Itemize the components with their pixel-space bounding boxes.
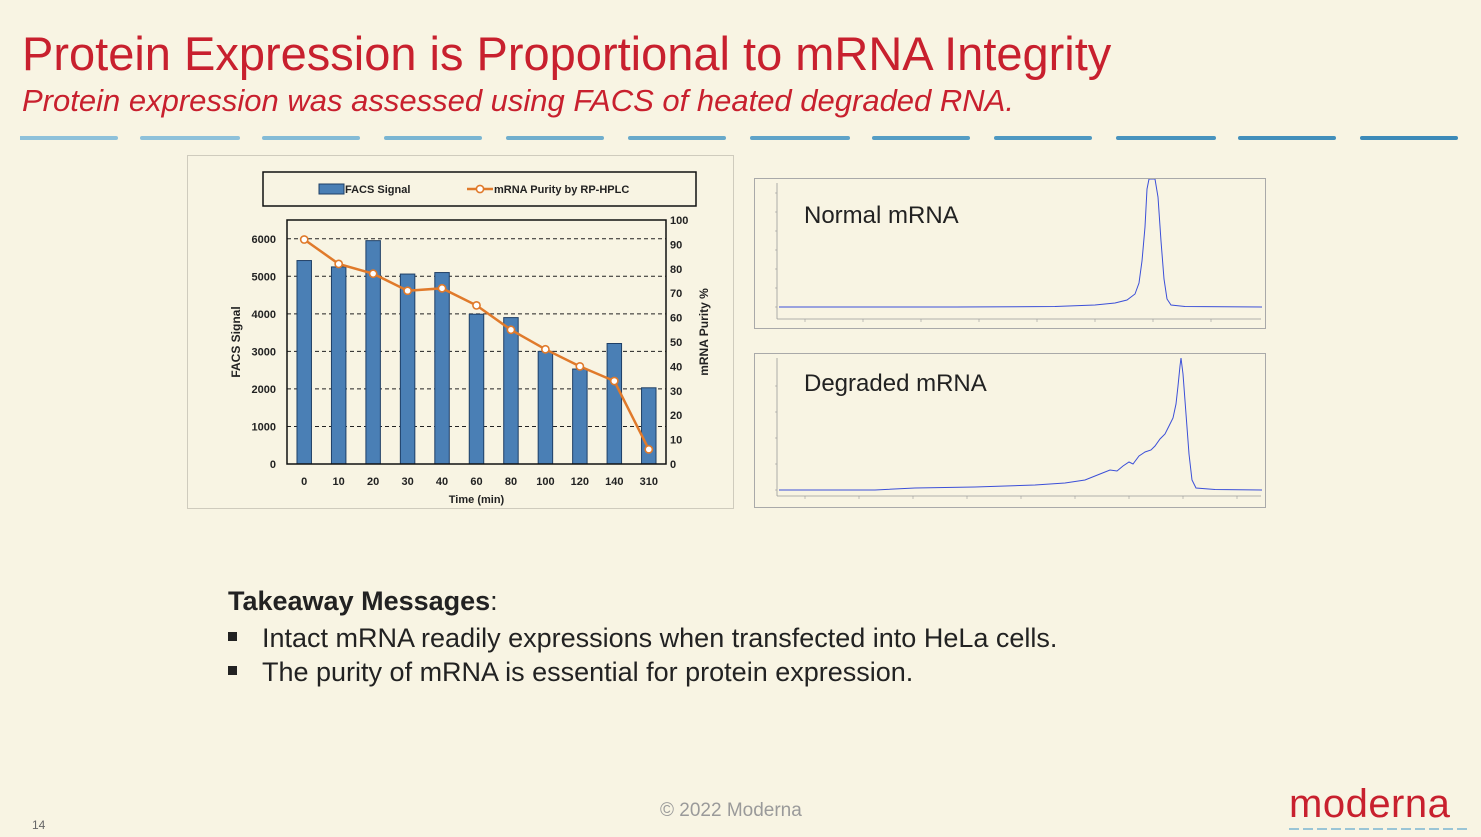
y-tick-label: 4000	[252, 309, 276, 321]
bar-100	[537, 350, 554, 465]
x-tick-label: 10	[333, 476, 345, 488]
purity-point-10	[334, 259, 344, 269]
slide-title: Protein Expression is Proportional to mR…	[22, 27, 1112, 80]
x-tick-label: 140	[605, 476, 623, 488]
x-tick-label: 20	[367, 476, 379, 488]
y2-tick-label: 40	[670, 361, 682, 373]
normal-chromatogram	[775, 179, 1263, 322]
x-tick-label: 0	[301, 476, 307, 488]
bar-0	[296, 260, 312, 465]
purity-point-100	[541, 344, 550, 354]
y-tick-label: 6000	[252, 234, 276, 246]
purity-point-40	[437, 283, 447, 293]
y-tick-label: 5000	[252, 271, 276, 283]
degraded-chromatogram	[775, 357, 1263, 499]
legend-point-swatch	[475, 184, 485, 194]
bar-60	[468, 313, 485, 465]
y2-axis-title: mRNA Purity %	[697, 288, 711, 376]
degraded-mrna-label: Degraded mRNA	[804, 370, 987, 397]
purity-point-120	[575, 361, 585, 371]
bar-40	[434, 272, 450, 465]
page-number: 14	[32, 818, 46, 832]
purity-point-20	[368, 269, 378, 279]
y-axis-title: FACS Signal	[229, 306, 243, 377]
x-tick-label: 100	[536, 476, 554, 488]
purity-point-310	[644, 444, 654, 454]
hplc-normal-panel: Normal mRNA	[754, 178, 1266, 329]
bullet-icon	[228, 666, 237, 675]
purity-point-30	[403, 286, 412, 296]
purity-point-140	[609, 376, 619, 386]
copyright-footer: © 2022 Moderna	[660, 800, 802, 821]
y2-tick-label: 50	[670, 337, 682, 349]
purity-point-60	[472, 300, 481, 310]
x-tick-label: 80	[505, 476, 517, 488]
takeaway-section: Takeaway Messages: Intact mRNA readily e…	[228, 586, 1057, 689]
x-tick-label: 30	[401, 476, 413, 488]
y2-tick-label: 20	[670, 410, 682, 422]
y-tick-label: 1000	[252, 421, 276, 433]
facs-chart: 0100020003000400050006000010203040506070…	[229, 171, 711, 506]
plot-frame	[286, 219, 667, 465]
bar-80	[503, 317, 519, 465]
legend-label-facs: FACS Signal	[345, 184, 410, 196]
normal-mrna-label: Normal mRNA	[804, 202, 959, 229]
y2-tick-label: 30	[670, 386, 682, 398]
moderna-logo: moderna	[1289, 782, 1451, 826]
x-tick-label: 120	[571, 476, 589, 488]
y2-tick-label: 70	[670, 288, 682, 300]
hplc-degraded-panel: Degraded mRNA	[754, 353, 1266, 508]
y2-tick-label: 80	[670, 264, 682, 276]
logo-underline	[1289, 828, 1471, 830]
y2-tick-label: 10	[670, 435, 682, 447]
y2-tick-label: 100	[670, 215, 688, 227]
purity-point-80	[506, 325, 516, 335]
x-tick-label: 40	[436, 476, 448, 488]
legend-bar-swatch	[318, 183, 345, 195]
takeaway-item: Intact mRNA readily expressions when tra…	[228, 621, 1057, 655]
legend-label-purity: mRNA Purity by RP-HPLC	[494, 184, 629, 196]
purity-point-0	[299, 235, 309, 244]
bar-30	[399, 273, 416, 465]
dashed-divider	[20, 136, 1458, 140]
y2-tick-label: 0	[670, 459, 676, 471]
slide-subtitle: Protein expression was assessed using FA…	[22, 83, 1014, 118]
x-tick-label: 60	[470, 476, 482, 488]
y-tick-label: 2000	[252, 384, 276, 396]
x-axis-title: Time (min)	[449, 494, 505, 506]
takeaway-heading: Takeaway Messages:	[228, 586, 498, 616]
y2-tick-label: 60	[670, 313, 682, 325]
bullet-icon	[228, 632, 237, 641]
facs-chart-panel: 0 1000 2000 3000 4000 5000 6000 0 10 20 30 40 50 60 70…	[187, 155, 734, 509]
y-tick-label: 0	[270, 459, 276, 471]
y-tick-label: 3000	[252, 346, 276, 358]
bar-140	[606, 343, 623, 465]
bar-10	[330, 266, 347, 465]
takeaway-list: Intact mRNA readily expressions when tra…	[228, 621, 1057, 689]
y2-tick-label: 90	[670, 239, 682, 251]
x-tick-label: 310	[640, 476, 658, 488]
takeaway-item: The purity of mRNA is essential for prot…	[228, 655, 1057, 689]
bar-120	[572, 368, 588, 465]
